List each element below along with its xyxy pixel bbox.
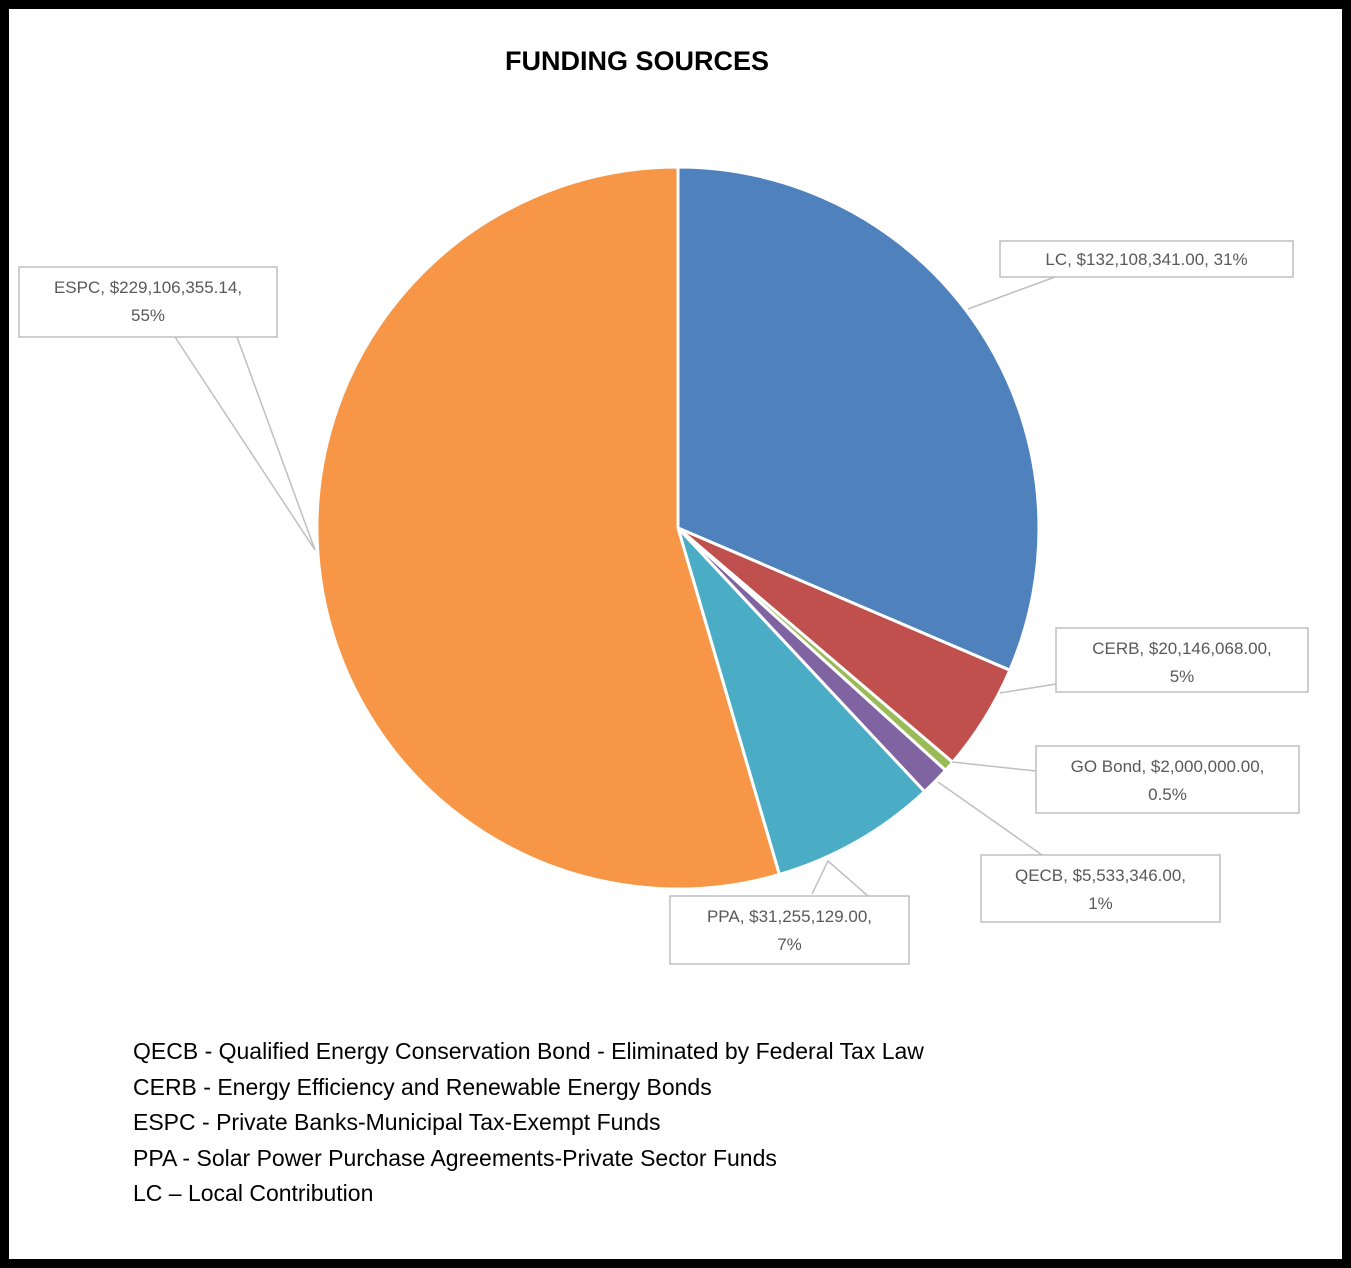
pie-slice-ppa (676, 526, 927, 877)
data-label-percent: 5% (1170, 667, 1195, 686)
data-label-percent: 1% (1088, 894, 1113, 913)
leader-line-espc (174, 336, 316, 551)
data-label-text: QECB, $5,533,346.00, (1015, 866, 1186, 885)
leader-line-lc (967, 276, 1056, 310)
data-label-box-qecb (980, 854, 1221, 923)
data-labels: LC, $132,108,341.00, 31% CERB, $20,146,06… (18, 240, 1309, 965)
data-label-box-espc (18, 266, 278, 338)
data-label-box-ppa (669, 895, 910, 965)
pie-slice-espc (315, 165, 782, 891)
note-lc: LC – Local Contribution (133, 1180, 374, 1206)
leader-line-qecb (937, 781, 1043, 856)
leader-line-cerb (999, 683, 1057, 694)
note-espc: ESPC - Private Banks-Municipal Tax-Exemp… (133, 1109, 661, 1135)
chart-title: FUNDING SOURCES (505, 46, 769, 76)
data-label-percent: 0.5% (1148, 785, 1187, 804)
note-cerb: CERB - Energy Efficiency and Renewable E… (133, 1073, 712, 1100)
note-qecb: QECB - Qualified Energy Conservation Bon… (133, 1038, 924, 1064)
note-ppa: PPA - Solar Power Purchase Agreements-Pr… (133, 1144, 777, 1171)
data-label-percent: 7% (777, 935, 802, 954)
leader-line-ppa (811, 859, 869, 897)
data-label-box-go-bond (1035, 745, 1300, 814)
data-label-text: CERB, $20,146,068.00, (1092, 639, 1272, 658)
data-label-box-cerb (1055, 627, 1309, 693)
data-label-percent: 55% (131, 306, 165, 325)
data-label-text: LC, $132,108,341.00, 31% (1045, 250, 1247, 269)
data-label-box-lc (999, 240, 1294, 278)
data-label-text: GO Bond, $2,000,000.00, (1071, 757, 1265, 776)
pie-slices (315, 165, 1041, 891)
data-label-text: PPA, $31,255,129.00, (707, 907, 872, 926)
abbreviation-notes: QECB - Qualified Energy Conservation Bon… (133, 1034, 924, 1212)
leader-line-go-bond (951, 761, 1037, 772)
pie-slice-lc (676, 165, 1041, 673)
data-label-text: ESPC, $229,106,355.14, (54, 278, 242, 297)
